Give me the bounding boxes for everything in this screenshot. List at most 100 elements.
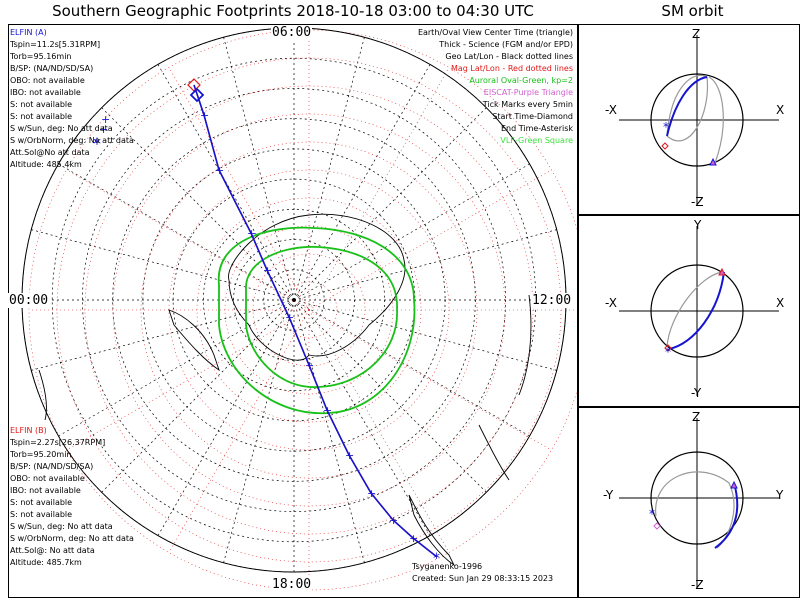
auroral-oval-inner [245, 245, 398, 388]
legend-entry: Thick - Science (FGM and/or EPD) [439, 40, 573, 49]
legend-entry: Tick Marks every 5min [482, 100, 573, 109]
main-title: Southern Geographic Footprints 2018-10-1… [52, 2, 534, 20]
hour-label-left: 00:00 [8, 293, 50, 308]
auroral-oval-outer [217, 226, 416, 415]
sm-xy-plot: * [619, 226, 779, 396]
track-tick-mark: + [389, 514, 398, 527]
geo-meridian [293, 163, 530, 301]
track-tick-mark: + [263, 264, 272, 277]
geo-meridian [31, 299, 295, 371]
elfin-b-line: Altitude: 485.7km [10, 558, 82, 567]
elfin-a-info: ELFIN (A) Tspin=11.2s[5.31RPM] Torb=95.16… [10, 27, 134, 171]
coastline [168, 309, 220, 372]
elfin-a-line: S: not available [10, 112, 73, 121]
legend-entry: Mag Lat/Lon - Red dotted lines [450, 64, 573, 73]
created-label: Created: Sun Jan 29 08:33:15 2023 [412, 574, 554, 583]
elfin-b-line: Torb=95.20min [10, 450, 72, 459]
geo-meridian [58, 163, 295, 301]
track-tick-mark: + [215, 164, 224, 177]
mag-meridian [308, 67, 450, 311]
legend: Earth/Oval View Center Time (triangle) Th… [418, 27, 573, 147]
elfin-b-name: ELFIN (B) [10, 426, 47, 435]
track-tick-mark: + [345, 449, 354, 462]
elfin-a-line: B/SP: (NA/ND/SD/SA) [10, 64, 94, 73]
coastline [228, 213, 406, 361]
elfin-a-end-asterisk: * [433, 551, 440, 567]
geo-meridian [101, 107, 295, 301]
sm-xz-plot: * [619, 35, 779, 205]
footprint-map: +++++++++++**++ [21, 27, 577, 591]
sm-xy-bottom: -Y [691, 386, 702, 400]
geo-meridian [293, 299, 365, 563]
geo-meridian [293, 64, 431, 301]
elfin-a-line: Att.Sol@No att data [10, 148, 90, 157]
mag-meridian [66, 169, 310, 311]
hour-label-top: 06:00 [271, 25, 313, 40]
sm-xy-top: Y [694, 218, 702, 232]
mag-meridian [308, 309, 552, 451]
sm-yz-bottom: -Z [691, 578, 704, 592]
elfin-a-line: IBO: not available [10, 88, 81, 97]
legend-entry: EISCAT-Purple Triangle [483, 88, 573, 97]
legend-entry: End Time-Asterisk [500, 124, 573, 133]
sm-orbit-title: SM orbit [661, 2, 724, 20]
geo-meridian [293, 299, 431, 536]
elfin-a-line: Tspin=11.2s[5.31RPM] [10, 40, 101, 49]
mag-meridian [308, 169, 552, 311]
mag-meridian [66, 309, 310, 451]
coastline [478, 424, 510, 481]
geo-meridian [293, 299, 487, 493]
sm-xy-left: -X [605, 296, 617, 310]
geo-meridian [101, 299, 295, 493]
geo-meridian [293, 299, 530, 437]
elfin-b-line: S w/Sun, deg: No att data [10, 522, 113, 531]
geo-meridian [223, 37, 295, 301]
elfin-b-info: ELFIN (B) Tspin=2.27s[26.37RPM] Torb=95.2… [10, 425, 134, 569]
legend-entry: Start Time-Diamond [492, 112, 573, 121]
elfin-b-line: Tspin=2.27s[26.37RPM] [10, 438, 106, 447]
sm-xy-right: X [776, 296, 785, 310]
hour-label-bottom: 18:00 [271, 577, 313, 592]
sm-xz-right: X [776, 103, 785, 117]
sm-panel-yz: * Z -Z -Y Y [578, 407, 800, 598]
elfin-b-line: S: not available [10, 498, 73, 507]
elfin-a-line: Torb=95.16min [10, 52, 72, 61]
sm-panel-xz: * Z -Z -X X [578, 24, 800, 215]
coastline [518, 294, 532, 396]
hour-label-right: 12:00 [531, 293, 573, 308]
geo-meridian [31, 229, 295, 301]
track-tick-mark: + [305, 359, 314, 372]
track-tick-mark: + [409, 532, 418, 545]
elfin-track-tick: + [99, 123, 108, 136]
elfin-b-line: OBO: not available [10, 474, 85, 483]
coastline [38, 369, 47, 421]
sm-xz-top: Z [692, 27, 701, 41]
geo-meridian [293, 37, 365, 301]
elfin-b-line: IBO: not available [10, 486, 81, 495]
sm-panel-xy: * Y -Y -X X [578, 215, 800, 407]
elfin-track-tick: + [101, 113, 110, 126]
polar-plot: +++++++++++**++ [21, 27, 577, 591]
sm-xz-left: -X [605, 103, 617, 117]
svg-text:*: * [649, 507, 655, 521]
mag-meridian [168, 67, 310, 311]
track-tick-mark: + [285, 311, 294, 324]
elfin-a-name: ELFIN (A) [10, 28, 47, 37]
credits: Tsyganenko-1996 Created: Sun Jan 29 08:3… [412, 561, 553, 585]
footprint-map-panel: + + + + + + + + + + + * * + + 06:00 00:00 12:00 18:00 … [8, 24, 578, 598]
elfin-a-line: S w/OrbNorm, deg: No att data [10, 136, 134, 145]
elfin-a-track [193, 84, 438, 558]
sm-yz-top: Z [692, 410, 701, 424]
geo-meridian [157, 299, 295, 536]
svg-text:*: * [663, 120, 669, 134]
elfin-b-line: Att.Sol@: No att data [10, 546, 95, 555]
geo-meridian [223, 299, 295, 563]
geo-meridian [293, 107, 487, 301]
sm-yz-right: Y [776, 488, 784, 502]
coastline [408, 494, 456, 567]
geo-meridian [293, 229, 557, 301]
elfin-a-line: S: not available [10, 100, 73, 109]
elfin-b-line: B/SP: (NA/ND/SD/SA) [10, 462, 94, 471]
elfin-b-line: S: not available [10, 510, 73, 519]
elfin-a-start-diamond [189, 87, 205, 103]
